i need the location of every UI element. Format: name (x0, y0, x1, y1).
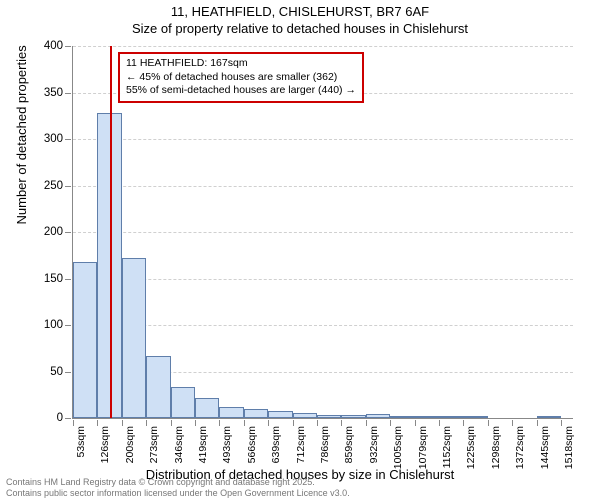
x-tick-label: 1372sqm (514, 426, 526, 469)
y-tick-label: 400 (44, 40, 73, 52)
y-tick-label: 0 (57, 412, 73, 424)
x-tick-label: 1225sqm (465, 426, 477, 469)
histogram-bar (341, 415, 365, 418)
x-tick-label: 273sqm (148, 426, 160, 463)
x-tick (561, 420, 562, 426)
y-tick-label: 300 (44, 133, 73, 145)
histogram-bar (73, 262, 97, 418)
x-tick (171, 420, 172, 426)
annotation-box: 11 HEATHFIELD: 167sqm ← 45% of detached … (118, 52, 364, 103)
gridline (73, 232, 573, 233)
x-tick (293, 420, 294, 426)
x-tick (415, 420, 416, 426)
x-tick-label: 859sqm (343, 426, 355, 463)
x-tick-label: 1518sqm (563, 426, 575, 469)
histogram-bar (244, 409, 268, 418)
histogram-bar (390, 416, 414, 418)
x-tick (488, 420, 489, 426)
annotation-line2: ← 45% of detached houses are smaller (36… (126, 71, 356, 85)
x-tick-label: 53sqm (75, 426, 87, 458)
histogram-bar (317, 415, 341, 418)
histogram-bar (171, 387, 195, 418)
annotation-line3: 55% of semi-detached houses are larger (… (126, 84, 356, 98)
x-tick (195, 420, 196, 426)
x-tick-label: 200sqm (124, 426, 136, 463)
annotation-line1: 11 HEATHFIELD: 167sqm (126, 57, 356, 71)
histogram-bar (219, 407, 243, 418)
credits-line1: Contains HM Land Registry data © Crown c… (6, 477, 350, 488)
chart-title: 11, HEATHFIELD, CHISLEHURST, BR7 6AF Siz… (0, 4, 600, 38)
x-tick-label: 126sqm (99, 426, 111, 463)
x-tick (537, 420, 538, 426)
x-tick (439, 420, 440, 426)
credits: Contains HM Land Registry data © Crown c… (6, 477, 350, 499)
reference-line (110, 46, 112, 418)
x-tick-label: 419sqm (197, 426, 209, 463)
x-tick-label: 932sqm (368, 426, 380, 463)
y-tick-label: 350 (44, 87, 73, 99)
x-tick (122, 420, 123, 426)
x-tick-label: 346sqm (173, 426, 185, 463)
gridline (73, 279, 573, 280)
histogram-bar (122, 258, 146, 418)
gridline (73, 325, 573, 326)
chart-title-line2: Size of property relative to detached ho… (0, 21, 600, 38)
x-tick (317, 420, 318, 426)
x-tick (73, 420, 74, 426)
x-tick-label: 786sqm (319, 426, 331, 463)
x-tick (244, 420, 245, 426)
x-tick-label: 493sqm (221, 426, 233, 463)
gridline (73, 186, 573, 187)
histogram-bar (415, 416, 439, 418)
y-tick-label: 250 (44, 180, 73, 192)
x-tick-label: 639sqm (270, 426, 282, 463)
gridline (73, 139, 573, 140)
y-tick-label: 100 (44, 319, 73, 331)
histogram-bar (146, 356, 170, 418)
x-tick-label: 1005sqm (392, 426, 404, 469)
x-tick-label: 1298sqm (490, 426, 502, 469)
plot-area: 05010015020025030035040053sqm126sqm200sq… (72, 46, 573, 419)
histogram-bar (268, 411, 292, 418)
histogram-bar (463, 416, 487, 418)
x-tick-label: 712sqm (295, 426, 307, 463)
histogram-bar (195, 398, 219, 418)
histogram-bar (366, 414, 390, 418)
x-tick-label: 1079sqm (417, 426, 429, 469)
gridline (73, 46, 573, 47)
histogram-bar (293, 413, 317, 418)
x-tick (366, 420, 367, 426)
x-tick-label: 566sqm (246, 426, 258, 463)
histogram-bar (537, 416, 561, 418)
y-tick-label: 50 (50, 366, 73, 378)
y-tick-label: 150 (44, 273, 73, 285)
y-axis-label: Number of detached properties (14, 45, 29, 224)
x-tick-label: 1152sqm (441, 426, 453, 468)
chart-title-line1: 11, HEATHFIELD, CHISLEHURST, BR7 6AF (0, 4, 600, 21)
y-tick-label: 200 (44, 226, 73, 238)
histogram-bar (439, 416, 463, 418)
credits-line2: Contains public sector information licen… (6, 488, 350, 499)
chart-container: 11, HEATHFIELD, CHISLEHURST, BR7 6AF Siz… (0, 0, 600, 500)
x-tick-label: 1445sqm (539, 426, 551, 469)
